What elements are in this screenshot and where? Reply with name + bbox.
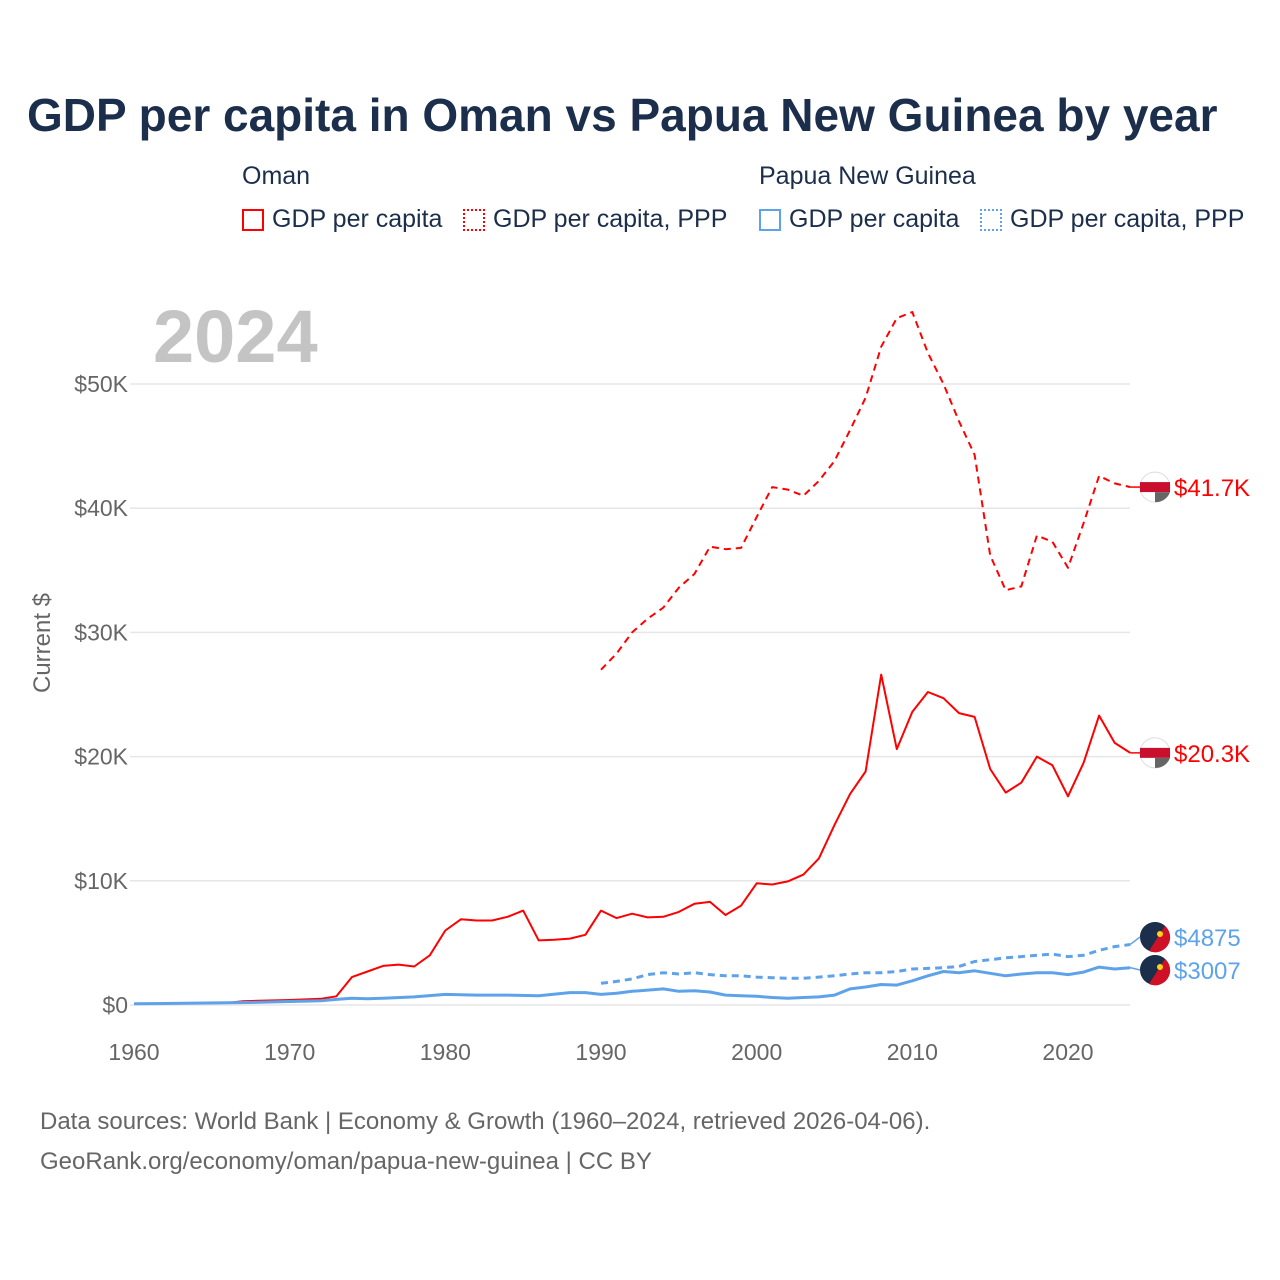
end-connector [1129,936,1141,946]
footer-credit[interactable]: GeoRank.org/economy/oman/papua-new-guine… [40,1148,652,1175]
y-axis-label: Current $ [29,593,56,693]
flag-bird [1157,931,1163,937]
x-tick-label: 2010 [887,1039,938,1065]
legend-label: GDP per capita [272,205,443,233]
flag-stripe [1155,492,1170,503]
x-tick-label: 2020 [1042,1039,1093,1065]
y-tick-label: $40K [74,495,128,521]
series-line-3 [600,943,1131,985]
end-value-label: $20.3K [1174,741,1250,768]
end-marker-2: $3007 [1130,955,1241,986]
x-tick-label: 1970 [264,1039,315,1065]
y-tick-label: $30K [74,619,128,645]
chart-title: GDP per capita in Oman vs Papua New Guin… [27,89,1218,141]
legend-swatch-dotted-blue [980,208,1002,231]
year-watermark: 2024 [153,295,318,378]
series-line-1 [600,311,1131,671]
y-tick-label: $10K [74,868,128,894]
legend-swatch-solid-red [242,208,264,231]
end-value-label: $4875 [1174,925,1241,952]
legend-label: GDP per capita [789,205,960,233]
legend-swatch-solid-blue [759,208,781,231]
legend-png-gdp[interactable]: GDP per capita [759,205,959,234]
legend-png-ppp[interactable]: GDP per capita, PPP [980,205,1244,234]
legend-label: GDP per capita, PPP [493,205,728,233]
series-line-2 [133,965,1131,1006]
flag-part [1140,922,1165,949]
legend-swatch-dotted-red [463,208,485,231]
series-line-0 [133,673,1131,1005]
footer-sources: Data sources: World Bank | Economy & Gro… [40,1108,931,1135]
x-tick-label: 2000 [731,1039,782,1065]
flag-part [1140,955,1165,982]
end-value-label: $3007 [1174,958,1241,985]
flag-part [1149,926,1171,953]
flag-stripe [1140,482,1170,493]
y-tick-label: $20K [74,744,128,770]
flag-stripe [1155,757,1170,768]
flag-part [1149,959,1171,986]
y-tick-label: $0 [102,992,128,1018]
legend-group-png: Papua New Guinea [759,162,976,190]
x-tick-label: 1960 [108,1039,159,1065]
legend-oman-gdp[interactable]: GDP per capita [242,205,442,234]
legend-label: GDP per capita, PPP [1010,205,1245,233]
x-tick-label: 1990 [575,1039,626,1065]
end-value-label: $41.7K [1174,475,1250,502]
end-connector [1130,966,1141,971]
x-tick-label: 1980 [420,1039,471,1065]
flag-stripe [1140,747,1170,758]
legend-group-oman: Oman [242,162,311,190]
end-marker-3: $4875 [1129,922,1241,953]
end-marker-0: $20.3K [1130,737,1250,769]
legend-oman-ppp[interactable]: GDP per capita, PPP [463,205,727,234]
flag-bird [1157,964,1163,970]
y-tick-label: $50K [74,371,128,397]
end-marker-1: $41.7K [1130,471,1250,503]
